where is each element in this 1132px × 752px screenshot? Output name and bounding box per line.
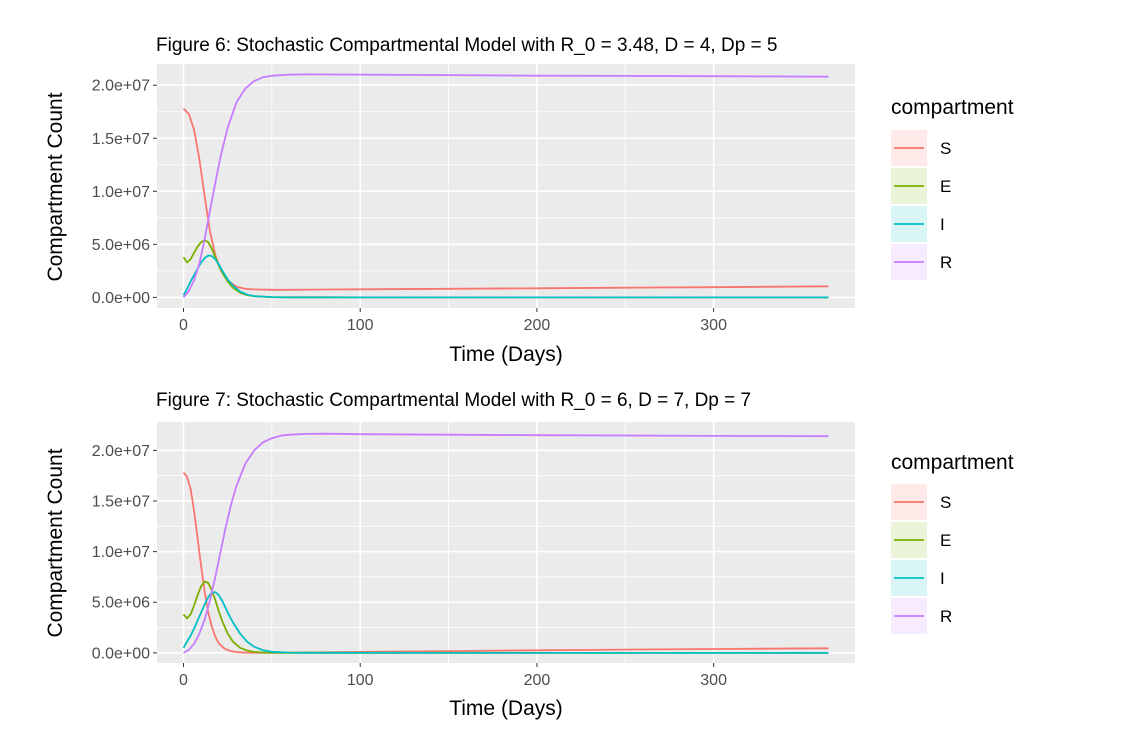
x-tick-label: 300: [700, 317, 727, 334]
legend-label-I: I: [940, 215, 945, 234]
figure-6: Figure 6: Stochastic Compartmental Model…: [44, 35, 1014, 366]
x-tick-label: 200: [524, 317, 551, 334]
figure-6-y-axis-label: Compartment Count: [44, 92, 67, 281]
legend-key-E: [891, 168, 927, 204]
figure-7-y-axis-label: Compartment Count: [44, 448, 67, 637]
legend-label-I: I: [940, 569, 945, 588]
x-tick-label: 0: [179, 672, 188, 689]
figure-7-panel: [157, 422, 855, 663]
legend-label-E: E: [940, 177, 951, 196]
y-tick-label: 1.5e+07: [92, 493, 150, 510]
figure-6-title: Figure 6: Stochastic Compartmental Model…: [156, 35, 778, 56]
figure-6-panel: [157, 64, 855, 308]
x-tick-label: 300: [700, 672, 727, 689]
legend-key-S: [891, 484, 927, 520]
figure-7-x-axis-label: Time (Days): [449, 697, 563, 720]
figure-7: Figure 7: Stochastic Compartmental Model…: [44, 390, 1014, 720]
y-tick-label: 1.5e+07: [92, 131, 150, 148]
figure-6-y-ticks: 0.0e+00 5.0e+06 1.0e+07 1.5e+07 2.0e+07: [92, 78, 157, 307]
figure-6-series: [182, 73, 829, 299]
series-line-S: [182, 107, 829, 291]
figure-6-x-ticks: 0 100 200 300: [179, 308, 727, 334]
x-tick-label: 100: [347, 672, 374, 689]
y-tick-label: 2.0e+07: [92, 78, 150, 95]
legend-key-R: [891, 598, 927, 634]
figure-7-series: [182, 432, 829, 654]
figure-6-legend-title: compartment: [891, 96, 1014, 119]
figure-6-x-axis-label: Time (Days): [449, 343, 563, 366]
figure-7-title: Figure 7: Stochastic Compartmental Model…: [156, 390, 751, 411]
legend-label-S: S: [940, 139, 951, 158]
legend-key-I: [891, 206, 927, 242]
series-line-R: [182, 73, 829, 298]
legend-label-R: R: [940, 607, 952, 626]
y-tick-label: 5.0e+06: [92, 595, 150, 612]
legend-label-E: E: [940, 531, 951, 550]
figure-7-y-ticks: 0.0e+00 5.0e+06 1.0e+07 1.5e+07 2.0e+07: [92, 443, 157, 662]
legend-label-R: R: [940, 253, 952, 272]
y-tick-label: 1.0e+07: [92, 184, 150, 201]
y-tick-label: 5.0e+06: [92, 237, 150, 254]
series-line-I: [182, 591, 829, 654]
series-line-R: [183, 432, 829, 654]
y-tick-label: 2.0e+07: [92, 443, 150, 460]
x-tick-label: 100: [347, 317, 374, 334]
legend-label-S: S: [940, 493, 951, 512]
legend-key-R: [891, 244, 927, 280]
legend-key-S: [891, 130, 927, 166]
legend-key-I: [891, 560, 927, 596]
x-tick-label: 200: [524, 672, 551, 689]
y-tick-label: 0.0e+00: [92, 645, 150, 662]
figure-7-x-ticks: 0 100 200 300: [179, 663, 727, 689]
figure-7-legend-title: compartment: [891, 451, 1014, 474]
legend-key-E: [891, 522, 927, 558]
y-tick-label: 1.0e+07: [92, 544, 150, 561]
series-line-S: [182, 472, 829, 654]
x-tick-label: 0: [179, 317, 188, 334]
y-tick-label: 0.0e+00: [92, 290, 150, 307]
